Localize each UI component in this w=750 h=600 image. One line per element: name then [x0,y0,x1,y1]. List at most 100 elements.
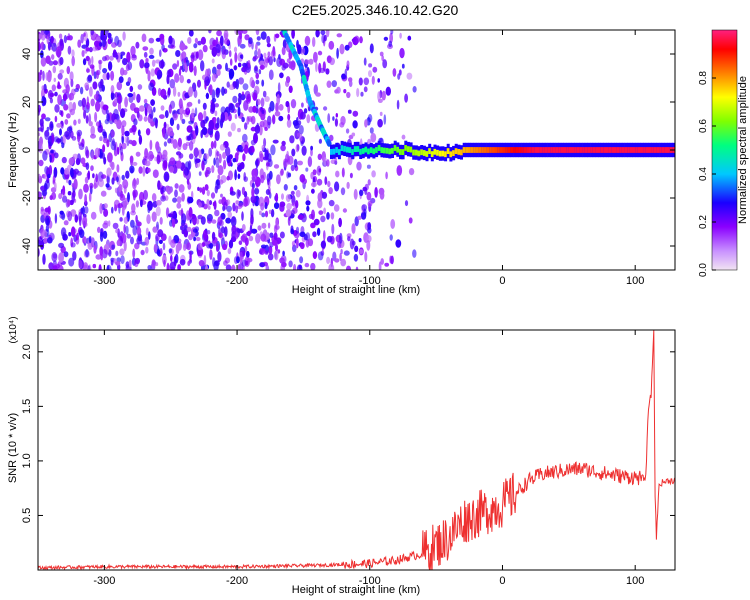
heatmap-cell [241,91,245,96]
heatmap-cell [360,91,364,97]
heatmap-cell [90,125,95,136]
heatmap-cell [225,264,232,270]
heatmap-cell [311,181,317,188]
heatmap-cell [43,237,49,244]
heatmap-cell [56,123,62,128]
heatmap-cell [267,222,271,229]
heatmap-cell [123,224,126,234]
heatmap-cell [349,238,355,250]
heatmap-cell [85,249,89,258]
heatmap-cell [197,112,204,122]
heatmap-cell [242,83,249,91]
heatmap-cell [263,57,268,68]
heatmap-cell [289,135,295,144]
heatmap-cell [78,188,83,200]
heatmap-cell [235,205,239,214]
heatmap-cell [51,252,58,262]
heatmap-cell [161,44,165,51]
heatmap-cell [168,213,173,218]
heatmap-cell [95,69,101,76]
heatmap-cell [186,78,191,84]
heatmap-cell [204,76,210,87]
heatmap-cell [257,225,262,231]
heatmap-cell [169,157,176,166]
heatmap-cell [343,89,347,94]
heatmap-cell [102,131,107,137]
heatmap-cell [659,147,663,153]
heatmap-cell [390,30,394,35]
heatmap-cell [359,248,364,255]
heatmap-cell [172,63,178,70]
heatmap-cell [143,51,148,58]
heatmap-cell [84,82,90,90]
heatmap-cell [353,146,357,152]
heatmap-cell [409,146,413,153]
heatmap-cell [195,51,199,59]
heatmap-cell [162,242,166,251]
heatmap-cell [197,186,200,191]
heatmap-cell [308,213,314,220]
heatmap-cell [244,196,250,207]
heatmap-cell [57,73,63,80]
heatmap-cell [125,261,130,269]
heatmap-cell [147,265,152,270]
heatmap-cell [241,30,248,34]
heatmap-cell [238,77,245,85]
heatmap-cell [328,187,333,195]
heatmap-cell [182,243,187,251]
heatmap-cell [119,248,125,256]
heatmap-cell [281,46,286,56]
heatmap-cell [166,187,173,194]
heatmap-cell [133,118,138,126]
heatmap-cell [56,84,62,90]
heatmap-cell [116,176,119,183]
heatmap-cell [303,108,308,114]
heatmap-cell [268,106,272,113]
heatmap-cell [316,227,321,236]
heatmap-cell [460,149,463,156]
heatmap-cell [595,147,599,153]
heatmap-cell [287,216,291,226]
heatmap-cell [231,225,237,235]
heatmap-cell [207,205,211,210]
heatmap-cell [117,94,122,104]
heatmap-cell [315,30,320,37]
heatmap-cell [102,56,107,62]
heatmap-cell [608,147,612,153]
heatmap-cell [87,170,91,180]
heatmap-cell [216,151,220,157]
heatmap-cell [374,187,378,198]
heatmap-cell [210,141,214,150]
heatmap-cell [220,226,225,234]
heatmap-cell [167,126,174,137]
heatmap-cell [70,130,74,139]
heatmap-cell [98,264,102,270]
heatmap-cell [177,137,182,147]
heatmap-cell [603,147,607,153]
heatmap-cell [304,262,310,268]
heatmap-cell [39,69,43,75]
heatmap-cell [312,251,318,260]
heatmap-cell [336,47,339,59]
heatmap-cell [193,147,199,158]
heatmap-cell [188,61,194,73]
heatmap-cell [262,119,268,129]
heatmap-cell [191,108,195,119]
heatmap-cell [351,149,355,155]
heatmap-cell [261,222,267,229]
heatmap-cell [80,33,84,44]
heatmap-cell [428,148,432,154]
heatmap-cell [126,233,131,239]
heatmap-cell [340,115,346,126]
heatmap-cell [316,165,322,176]
heatmap-cell [600,147,604,153]
heatmap-cell [172,197,178,203]
heatmap-cell [97,226,101,233]
heatmap-cell [206,199,210,206]
heatmap-cell [367,148,371,155]
heatmap-cell [38,142,44,154]
heatmap-cell [377,78,381,83]
heatmap-cell [85,162,90,171]
heatmap-cell [60,227,67,238]
heatmap-cell [401,63,405,69]
